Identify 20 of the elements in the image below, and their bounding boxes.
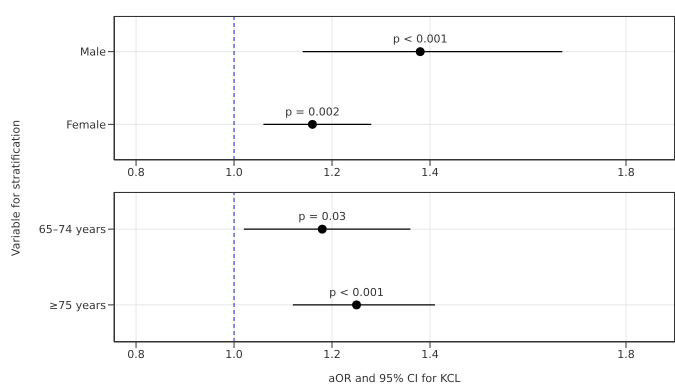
x-axis-title: aOR and 95% CI for KCL (328, 372, 462, 385)
x-tick-label: 1.0 (225, 166, 243, 179)
y-tick-label: ≥75 years (49, 298, 106, 312)
x-tick-label: 1.2 (323, 348, 341, 361)
y-tick-label: Female (66, 118, 106, 132)
x-tick-label: 1.2 (323, 166, 341, 179)
x-tick-label: 0.8 (127, 348, 145, 361)
y-axis-title: Variable for stratification (10, 120, 22, 256)
annotation: p < 0.001 (392, 32, 448, 46)
annotation: p = 0.03 (298, 210, 346, 224)
x-tick-label: 1.4 (421, 348, 439, 361)
x-tick-label: 1.4 (421, 166, 439, 179)
x-tick-label: 0.8 (127, 166, 145, 179)
x-tick-label: 1.8 (617, 348, 635, 361)
y-tick-label: Male (80, 46, 106, 59)
annotation: p < 0.001 (329, 286, 384, 299)
y-tick-label: 65–74 years (38, 223, 106, 236)
x-tick-label: 1.8 (617, 166, 635, 179)
x-tick-label: 1.0 (225, 348, 243, 361)
annotation: p = 0.002 (285, 105, 340, 118)
